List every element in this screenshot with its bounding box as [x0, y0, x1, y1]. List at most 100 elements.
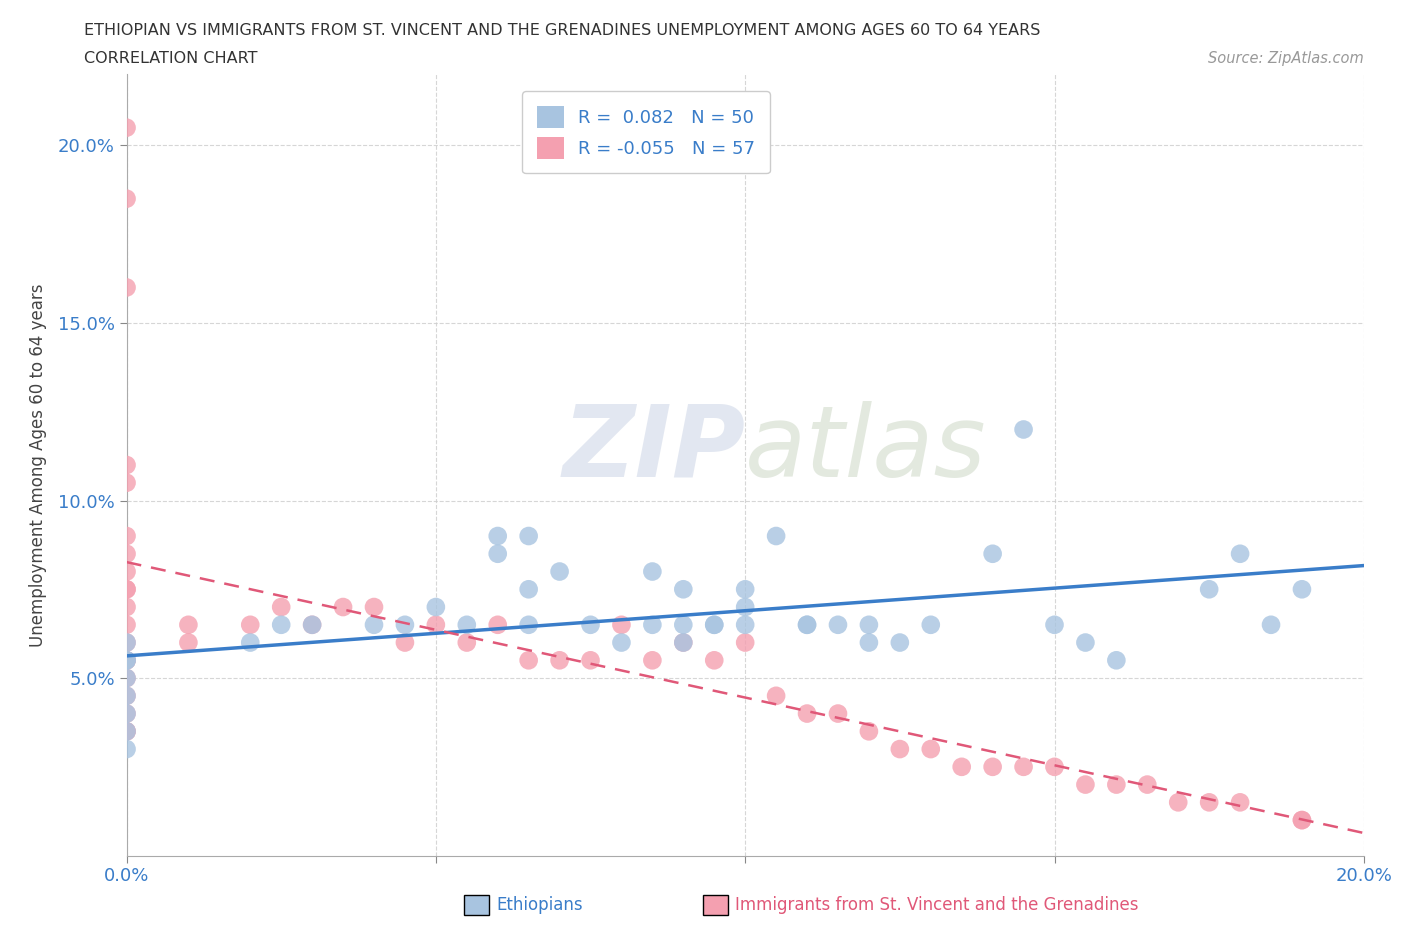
Y-axis label: Unemployment Among Ages 60 to 64 years: Unemployment Among Ages 60 to 64 years	[28, 284, 46, 646]
Point	[672, 582, 695, 597]
Point	[1167, 795, 1189, 810]
Point	[703, 618, 725, 632]
Point	[394, 635, 416, 650]
Point	[950, 760, 973, 775]
Text: ETHIOPIAN VS IMMIGRANTS FROM ST. VINCENT AND THE GRENADINES UNEMPLOYMENT AMONG A: ETHIOPIAN VS IMMIGRANTS FROM ST. VINCENT…	[84, 23, 1040, 38]
Point	[115, 724, 138, 738]
Point	[858, 635, 880, 650]
Point	[548, 565, 571, 579]
Text: ZIP: ZIP	[562, 401, 745, 498]
Point	[115, 671, 138, 685]
Point	[425, 600, 447, 615]
Point	[456, 618, 478, 632]
Point	[672, 635, 695, 650]
Point	[858, 724, 880, 738]
Point	[115, 653, 138, 668]
Point	[703, 653, 725, 668]
Point	[703, 618, 725, 632]
Point	[270, 600, 292, 615]
Point	[579, 618, 602, 632]
Point	[1291, 813, 1313, 828]
Point	[486, 546, 509, 561]
Point	[1012, 422, 1035, 437]
Point	[734, 600, 756, 615]
Point	[1229, 795, 1251, 810]
Point	[517, 618, 540, 632]
Point	[1198, 795, 1220, 810]
Point	[456, 635, 478, 650]
Point	[115, 635, 138, 650]
Point	[1105, 777, 1128, 792]
Point	[641, 565, 664, 579]
Point	[363, 600, 385, 615]
Point	[734, 582, 756, 597]
Point	[115, 120, 138, 135]
Point	[177, 635, 200, 650]
Point	[734, 618, 756, 632]
Point	[115, 671, 138, 685]
Point	[672, 618, 695, 632]
Point	[1043, 760, 1066, 775]
Point	[486, 618, 509, 632]
Point	[1198, 582, 1220, 597]
Point	[765, 688, 787, 703]
Point	[981, 760, 1004, 775]
Point	[1291, 582, 1313, 597]
Point	[239, 618, 262, 632]
Point	[115, 653, 138, 668]
Point	[579, 653, 602, 668]
Point	[1229, 546, 1251, 561]
Point	[517, 582, 540, 597]
Point	[1105, 653, 1128, 668]
Point	[115, 475, 138, 490]
Point	[115, 653, 138, 668]
Point	[270, 618, 292, 632]
Point	[115, 688, 138, 703]
Point	[920, 618, 942, 632]
Point	[517, 653, 540, 668]
Point	[115, 546, 138, 561]
Point	[1291, 813, 1313, 828]
Point	[1260, 618, 1282, 632]
Point	[610, 635, 633, 650]
Point	[517, 528, 540, 543]
Point	[115, 600, 138, 615]
Point	[115, 582, 138, 597]
Point	[115, 458, 138, 472]
Point	[425, 618, 447, 632]
Point	[548, 653, 571, 668]
Point	[177, 618, 200, 632]
Point	[796, 618, 818, 632]
Point	[301, 618, 323, 632]
Point	[301, 618, 323, 632]
Point	[765, 528, 787, 543]
Point	[920, 741, 942, 756]
Point	[641, 618, 664, 632]
Point	[115, 618, 138, 632]
Point	[610, 618, 633, 632]
Point	[115, 653, 138, 668]
Text: Ethiopians: Ethiopians	[496, 896, 583, 914]
Point	[115, 724, 138, 738]
Point	[734, 635, 756, 650]
Point	[1074, 777, 1097, 792]
Point	[827, 706, 849, 721]
Point	[1012, 760, 1035, 775]
Point	[641, 653, 664, 668]
Point	[115, 688, 138, 703]
Point	[363, 618, 385, 632]
Point	[981, 546, 1004, 561]
Text: CORRELATION CHART: CORRELATION CHART	[84, 51, 257, 66]
Point	[239, 635, 262, 650]
Point	[796, 618, 818, 632]
Point	[858, 618, 880, 632]
Point	[394, 618, 416, 632]
Point	[115, 635, 138, 650]
Text: Immigrants from St. Vincent and the Grenadines: Immigrants from St. Vincent and the Gren…	[735, 896, 1139, 914]
Point	[889, 741, 911, 756]
Point	[115, 280, 138, 295]
Point	[115, 582, 138, 597]
Point	[1074, 635, 1097, 650]
Point	[115, 724, 138, 738]
Point	[332, 600, 354, 615]
